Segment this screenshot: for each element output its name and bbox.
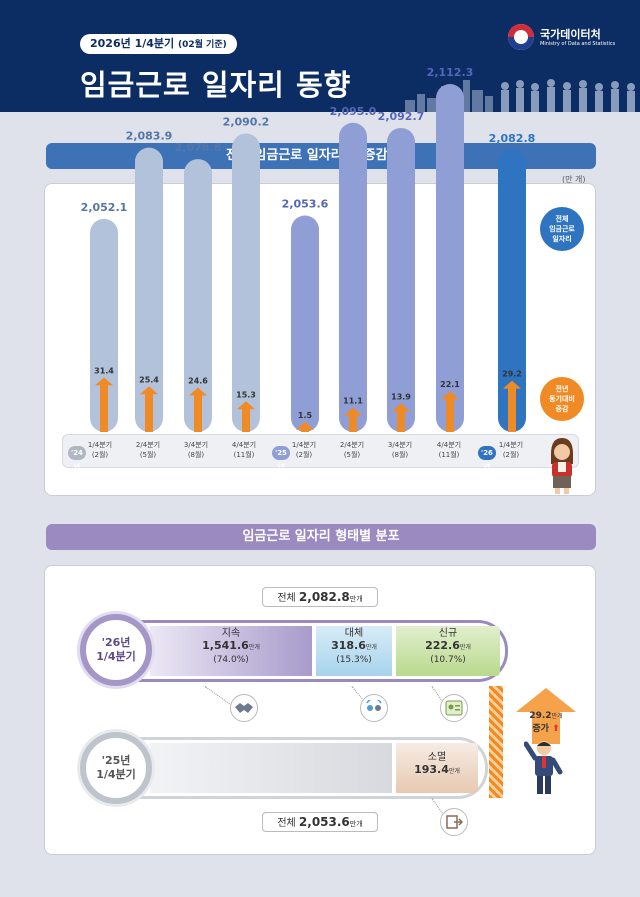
taegeuk-icon: [508, 24, 534, 50]
legend-total-bubble: 전체 임금근로 일자리: [540, 207, 584, 251]
agency-logo: 국가데이터처 Ministry of Data and Statistics: [508, 24, 638, 54]
total-value-label: 2,083.9: [126, 130, 173, 143]
increase-hatch: [489, 686, 503, 798]
quarter-tick-label: 1/4분기 (2월): [87, 441, 113, 459]
total-value-label: 2,082.8: [489, 132, 536, 145]
handshake-icon: [230, 694, 258, 722]
quarter-tick-label: 3/4분기 (8월): [183, 441, 209, 459]
year-tag-2026: '26년: [478, 446, 496, 471]
total-bar: [90, 218, 118, 432]
page-title: 임금근로 일자리 동향: [80, 68, 352, 102]
change-arrow: [237, 401, 255, 432]
change-arrow: [392, 403, 410, 432]
quarter-tick-label: 4/4분기 (11월): [231, 441, 257, 459]
change-value-label: 31.4: [94, 366, 114, 375]
total-value-label: 2,053.6: [282, 198, 329, 211]
change-arrow: [95, 377, 113, 432]
id-card-icon: [440, 694, 468, 722]
change-arrow: [441, 391, 459, 432]
bar-continuing: [150, 626, 312, 676]
change-value-label: 1.5: [298, 411, 313, 420]
total-value-label: 2,078.8: [175, 141, 222, 154]
bar-extinct: [396, 743, 478, 793]
quarter-tick-label: 4/4분기 (11월): [436, 441, 462, 459]
track-2026: [100, 620, 508, 682]
quarter-tick-label: 1/4분기 (2월): [291, 441, 317, 459]
bar-new: [396, 626, 500, 676]
total-bar: [291, 215, 319, 432]
woman-figure-icon: [551, 438, 573, 494]
header-banner: 2026년 1/4분기 (02월 기준) 임금근로 일자리 동향 국가데이터처 …: [0, 0, 640, 112]
quarter-tick-label: 3/4분기 (8월): [387, 441, 413, 459]
year-circle-2026: '26년 1/4분기: [80, 614, 152, 686]
total-bar: [387, 127, 415, 433]
agency-name-ko: 국가데이터처: [540, 28, 601, 41]
total-bar: [436, 84, 464, 432]
increase-arrow-icon: [516, 688, 576, 744]
total-value-label: 2,095.0: [330, 105, 377, 118]
bar-2025-base: [150, 743, 392, 793]
agency-name-en: Ministry of Data and Statistics: [540, 41, 616, 47]
quarter-tick-label: 1/4분기 (2월): [498, 441, 524, 459]
distribution-panel: [44, 565, 596, 855]
change-arrow: [296, 421, 314, 432]
change-value-label: 29.2: [502, 370, 522, 379]
change-value-label: 24.6: [188, 376, 208, 385]
exit-icon: [440, 808, 468, 836]
total-value-label: 2,092.7: [378, 110, 425, 123]
total-value-label: 2,090.2: [223, 116, 270, 129]
segment-continuing: 지속 1,541.6만개 (74.0%): [202, 628, 260, 665]
legend-change-bubble: 전년 동기대비 증감: [540, 377, 584, 421]
quarter-pill: 2026년 1/4분기 (02월 기준): [80, 34, 237, 54]
year-tag-2024: '24년: [68, 446, 86, 471]
total-2026: 전체 2,082.8만개: [262, 587, 378, 607]
quarter-axis: [62, 434, 579, 468]
total-bar: [184, 159, 212, 432]
change-arrow: [344, 407, 362, 432]
change-value-label: 15.3: [236, 390, 256, 399]
quarter-label: 2026년 1/4분기: [90, 37, 175, 50]
total-bar: [498, 150, 526, 433]
segment-new: 신규 222.6만개 (10.7%): [425, 628, 471, 665]
trend-chart: 2,052.1 31.4 2,083.9 25.4 2,078.8 24.6 2,090.2…: [81, 66, 536, 433]
segment-extinct: 소멸 193.4만개: [414, 752, 460, 776]
total-bar: [135, 147, 163, 432]
year-circle-2025: '25년 1/4분기: [80, 732, 152, 804]
quarter-tick-label: 2/4분기 (5월): [135, 441, 161, 459]
change-arrow: [140, 386, 158, 432]
increase-label: 29.2만개 증가 ⬆: [529, 711, 563, 734]
track-2025: [100, 737, 488, 799]
total-2025: 전체 2,053.6만개: [262, 812, 378, 832]
total-bar: [339, 122, 367, 433]
change-value-label: 11.1: [343, 397, 363, 406]
change-arrow: [189, 387, 207, 432]
quarter-tick-label: 2/4분기 (5월): [339, 441, 365, 459]
basis-label: (02월 기준): [177, 40, 227, 50]
year-tag-2025: '25년: [272, 446, 290, 471]
unit-label: (만 개): [562, 175, 586, 184]
total-bar: [232, 133, 260, 432]
change-value-label: 22.1: [440, 380, 460, 389]
segment-replacement: 대체 318.6만개 (15.3%): [331, 628, 377, 665]
change-value-label: 25.4: [139, 375, 159, 384]
change-arrow: [503, 380, 521, 432]
total-value-label: 2,112.3: [427, 66, 474, 79]
total-value-label: 2,052.1: [81, 201, 128, 214]
section2-title: 임금근로 일자리 형태별 분포: [46, 524, 596, 550]
people-cycle-icon: [360, 694, 388, 722]
bar-replacement: [316, 626, 392, 676]
change-value-label: 13.9: [391, 392, 411, 401]
businessman-figure-icon: [524, 741, 563, 794]
